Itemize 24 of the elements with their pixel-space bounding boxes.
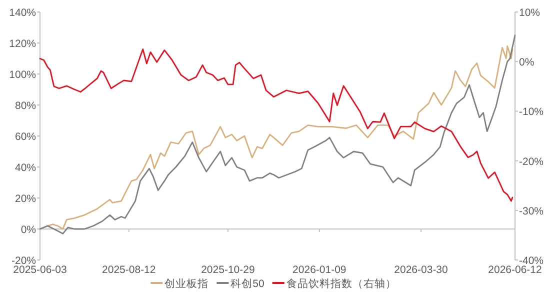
y2-tick-label: -10% <box>519 106 544 118</box>
y-tick-label: 0% <box>20 224 36 236</box>
y2-tick-label: 10% <box>519 7 540 19</box>
y-tick-label: 20% <box>14 193 36 205</box>
y-tick-label: 80% <box>14 100 36 112</box>
y2-tick-label: -30% <box>519 205 544 218</box>
y-tick-label: 40% <box>14 162 36 174</box>
x-tick-label: 2025-08-12 <box>102 264 156 276</box>
y-tick-label: -20% <box>11 255 36 267</box>
legend-label: 食品饮料指数（右轴） <box>286 277 396 290</box>
x-tick-label: 2026-01-09 <box>292 264 346 276</box>
y-tick-label: 100% <box>9 69 36 81</box>
x-tick-label: 2026-06-12 <box>488 264 542 276</box>
y2-tick-label: 0% <box>519 56 534 69</box>
x-tick-label: 2025-06-03 <box>13 264 68 276</box>
y2-tick-label: -20% <box>519 156 544 168</box>
y-tick-label: 140% <box>9 7 36 19</box>
y-tick-label: 60% <box>14 131 36 143</box>
y2-tick-label: -40% <box>519 255 544 267</box>
x-tick-label: 2025-10-29 <box>201 264 255 276</box>
legend-label: 创业板指 <box>164 277 209 290</box>
y-tick-label: 120% <box>9 38 36 50</box>
x-tick-label: 2026-03-30 <box>394 264 448 276</box>
legend-label: 科创50 <box>230 278 264 290</box>
